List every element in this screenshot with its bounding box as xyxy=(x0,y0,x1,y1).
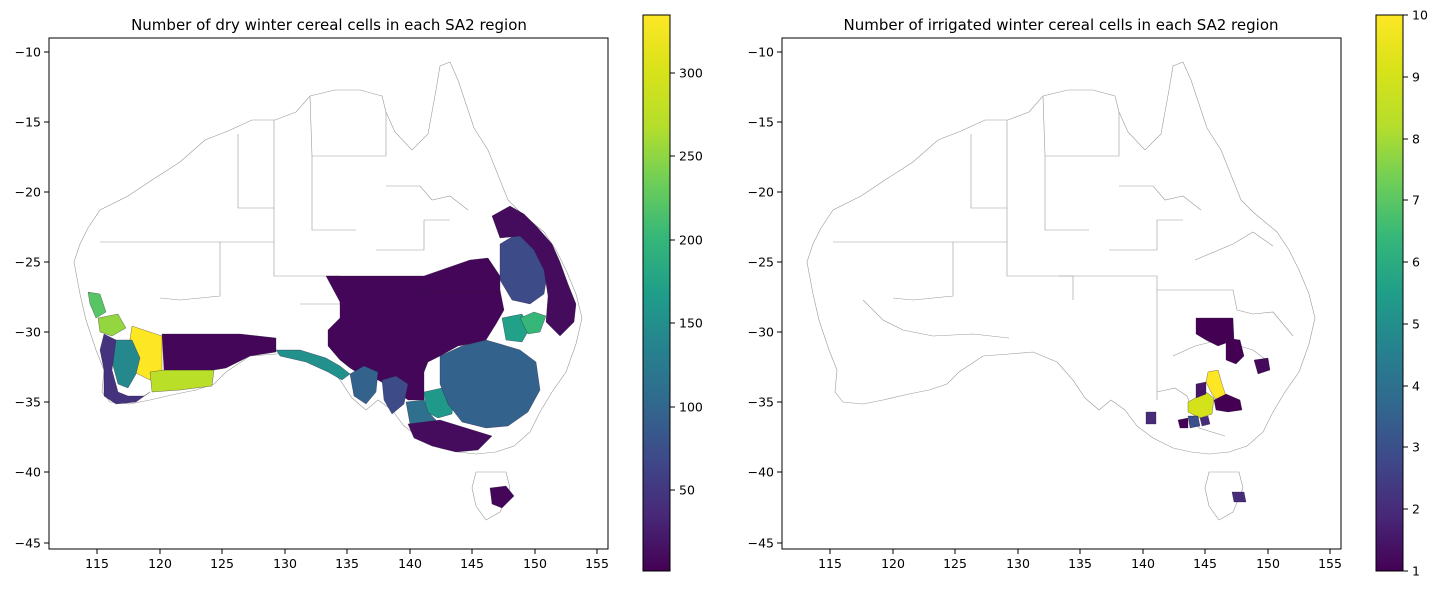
region-sa-eyre-peninsula xyxy=(349,365,379,405)
map-irrigated: Number of irrigated winter cereal cells … xyxy=(748,8,1428,579)
colorbar-tick-label: 10 xyxy=(1412,8,1428,23)
y-tick-label: −40 xyxy=(15,465,41,480)
region-vic-north xyxy=(1177,417,1189,429)
x-axis: 115 120 125 130 135 140 145 150 155 xyxy=(818,549,1342,571)
region-sa-yorke xyxy=(381,375,409,415)
region-nsw-central xyxy=(439,339,541,429)
colorbar-tick-label: 9 xyxy=(1412,70,1420,85)
region-vic-south xyxy=(407,419,493,453)
y-tick-label: −10 xyxy=(15,45,41,60)
region-sa-nullarbor xyxy=(275,349,351,381)
x-tick-label: 115 xyxy=(818,556,842,571)
colorbar-tick-label: 100 xyxy=(679,400,703,415)
y-axis: −10 −15 −20 −25 −30 −35 −40 −45 xyxy=(748,45,782,551)
choropleth-regions xyxy=(1145,317,1271,503)
region-wa-north-wheatbelt xyxy=(87,291,107,319)
colorbar: 50 100 150 200 250 300 xyxy=(642,14,703,572)
map-title: Number of dry winter cereal cells in eac… xyxy=(131,16,527,34)
colorbar-tick-label: 4 xyxy=(1412,379,1420,394)
x-tick-label: 140 xyxy=(1131,556,1155,571)
y-tick-label: −15 xyxy=(748,115,774,130)
y-tick-label: −45 xyxy=(748,536,774,551)
colorbar-tick-label: 200 xyxy=(679,233,703,248)
x-tick-label: 140 xyxy=(398,556,422,571)
x-tick-label: 145 xyxy=(460,556,484,571)
x-tick-label: 125 xyxy=(943,556,967,571)
colorbar-tick-label: 7 xyxy=(1412,193,1420,208)
region-nsw-murray xyxy=(1195,381,1207,399)
colorbar-gradient xyxy=(642,14,671,572)
x-tick-label: 150 xyxy=(1256,556,1280,571)
region-wa-south-west xyxy=(99,333,151,405)
x-tick-label: 135 xyxy=(335,556,359,571)
x-tick-label: 130 xyxy=(1006,556,1030,571)
y-tick-label: −40 xyxy=(748,465,774,480)
region-nsw-bourke xyxy=(1195,317,1235,347)
region-sa-riverland xyxy=(1199,415,1211,427)
colorbar-tick-label: 150 xyxy=(679,316,703,331)
colorbar-tick-label: 250 xyxy=(679,149,703,164)
x-tick-label: 115 xyxy=(85,556,109,571)
y-axis: −10 −15 −20 −25 −30 −35 −40 −45 xyxy=(15,45,49,551)
tasmania xyxy=(1204,471,1244,521)
y-tick-label: −30 xyxy=(748,325,774,340)
x-tick-label: 135 xyxy=(1068,556,1092,571)
australia-outline xyxy=(806,61,1316,521)
y-tick-label: −10 xyxy=(748,45,774,60)
region-vic-goulburn xyxy=(1187,415,1201,429)
region-qld-central xyxy=(491,205,577,337)
region-qld-south-west xyxy=(423,257,501,293)
colorbar-tick-label: 6 xyxy=(1412,255,1420,270)
region-vic-mallee xyxy=(1145,411,1157,425)
region-wa-central-west xyxy=(97,313,127,337)
x-tick-label: 120 xyxy=(148,556,172,571)
region-tas-midlands xyxy=(1231,491,1247,503)
y-tick-label: −25 xyxy=(748,255,774,270)
y-tick-label: −25 xyxy=(15,255,41,270)
y-tick-label: −45 xyxy=(15,536,41,551)
x-tick-label: 125 xyxy=(210,556,234,571)
colorbar-tick-label: 3 xyxy=(1412,440,1420,455)
x-axis: 115 120 125 130 135 140 145 150 155 xyxy=(85,549,609,571)
choropleth-regions xyxy=(87,205,577,509)
map-title: Number of irrigated winter cereal cells … xyxy=(843,16,1278,34)
region-nsw-north xyxy=(519,311,547,335)
region-nsw-riverina-purple xyxy=(1213,393,1243,413)
y-tick-label: −30 xyxy=(15,325,41,340)
colorbar-tick-label: 50 xyxy=(679,483,695,498)
x-tick-label: 150 xyxy=(523,556,547,571)
y-tick-label: −15 xyxy=(15,115,41,130)
colorbar-gradient xyxy=(1375,14,1404,572)
x-tick-label: 120 xyxy=(881,556,905,571)
colorbar-tick-label: 8 xyxy=(1412,132,1420,147)
y-tick-label: −35 xyxy=(15,395,41,410)
map-dry: Number of dry winter cereal cells in eac… xyxy=(15,14,703,572)
colorbar-tick-label: 1 xyxy=(1412,564,1420,579)
colorbar: 1 2 3 4 5 6 7 8 9 10 xyxy=(1375,8,1428,579)
y-tick-label: −20 xyxy=(748,185,774,200)
y-tick-label: −20 xyxy=(15,185,41,200)
x-tick-label: 155 xyxy=(585,556,609,571)
region-wa-goldfields xyxy=(161,333,277,371)
colorbar-tick-label: 300 xyxy=(679,66,703,81)
region-nsw-central-west xyxy=(1253,357,1271,375)
y-tick-label: −35 xyxy=(748,395,774,410)
x-tick-label: 130 xyxy=(273,556,297,571)
x-tick-label: 145 xyxy=(1193,556,1217,571)
colorbar-tick-label: 5 xyxy=(1412,317,1420,332)
region-nsw-cobar xyxy=(1225,337,1245,365)
colorbar-tick-label: 2 xyxy=(1412,502,1420,517)
region-tas-north xyxy=(489,485,515,509)
region-wa-great-southern xyxy=(111,339,141,389)
x-tick-label: 155 xyxy=(1318,556,1342,571)
